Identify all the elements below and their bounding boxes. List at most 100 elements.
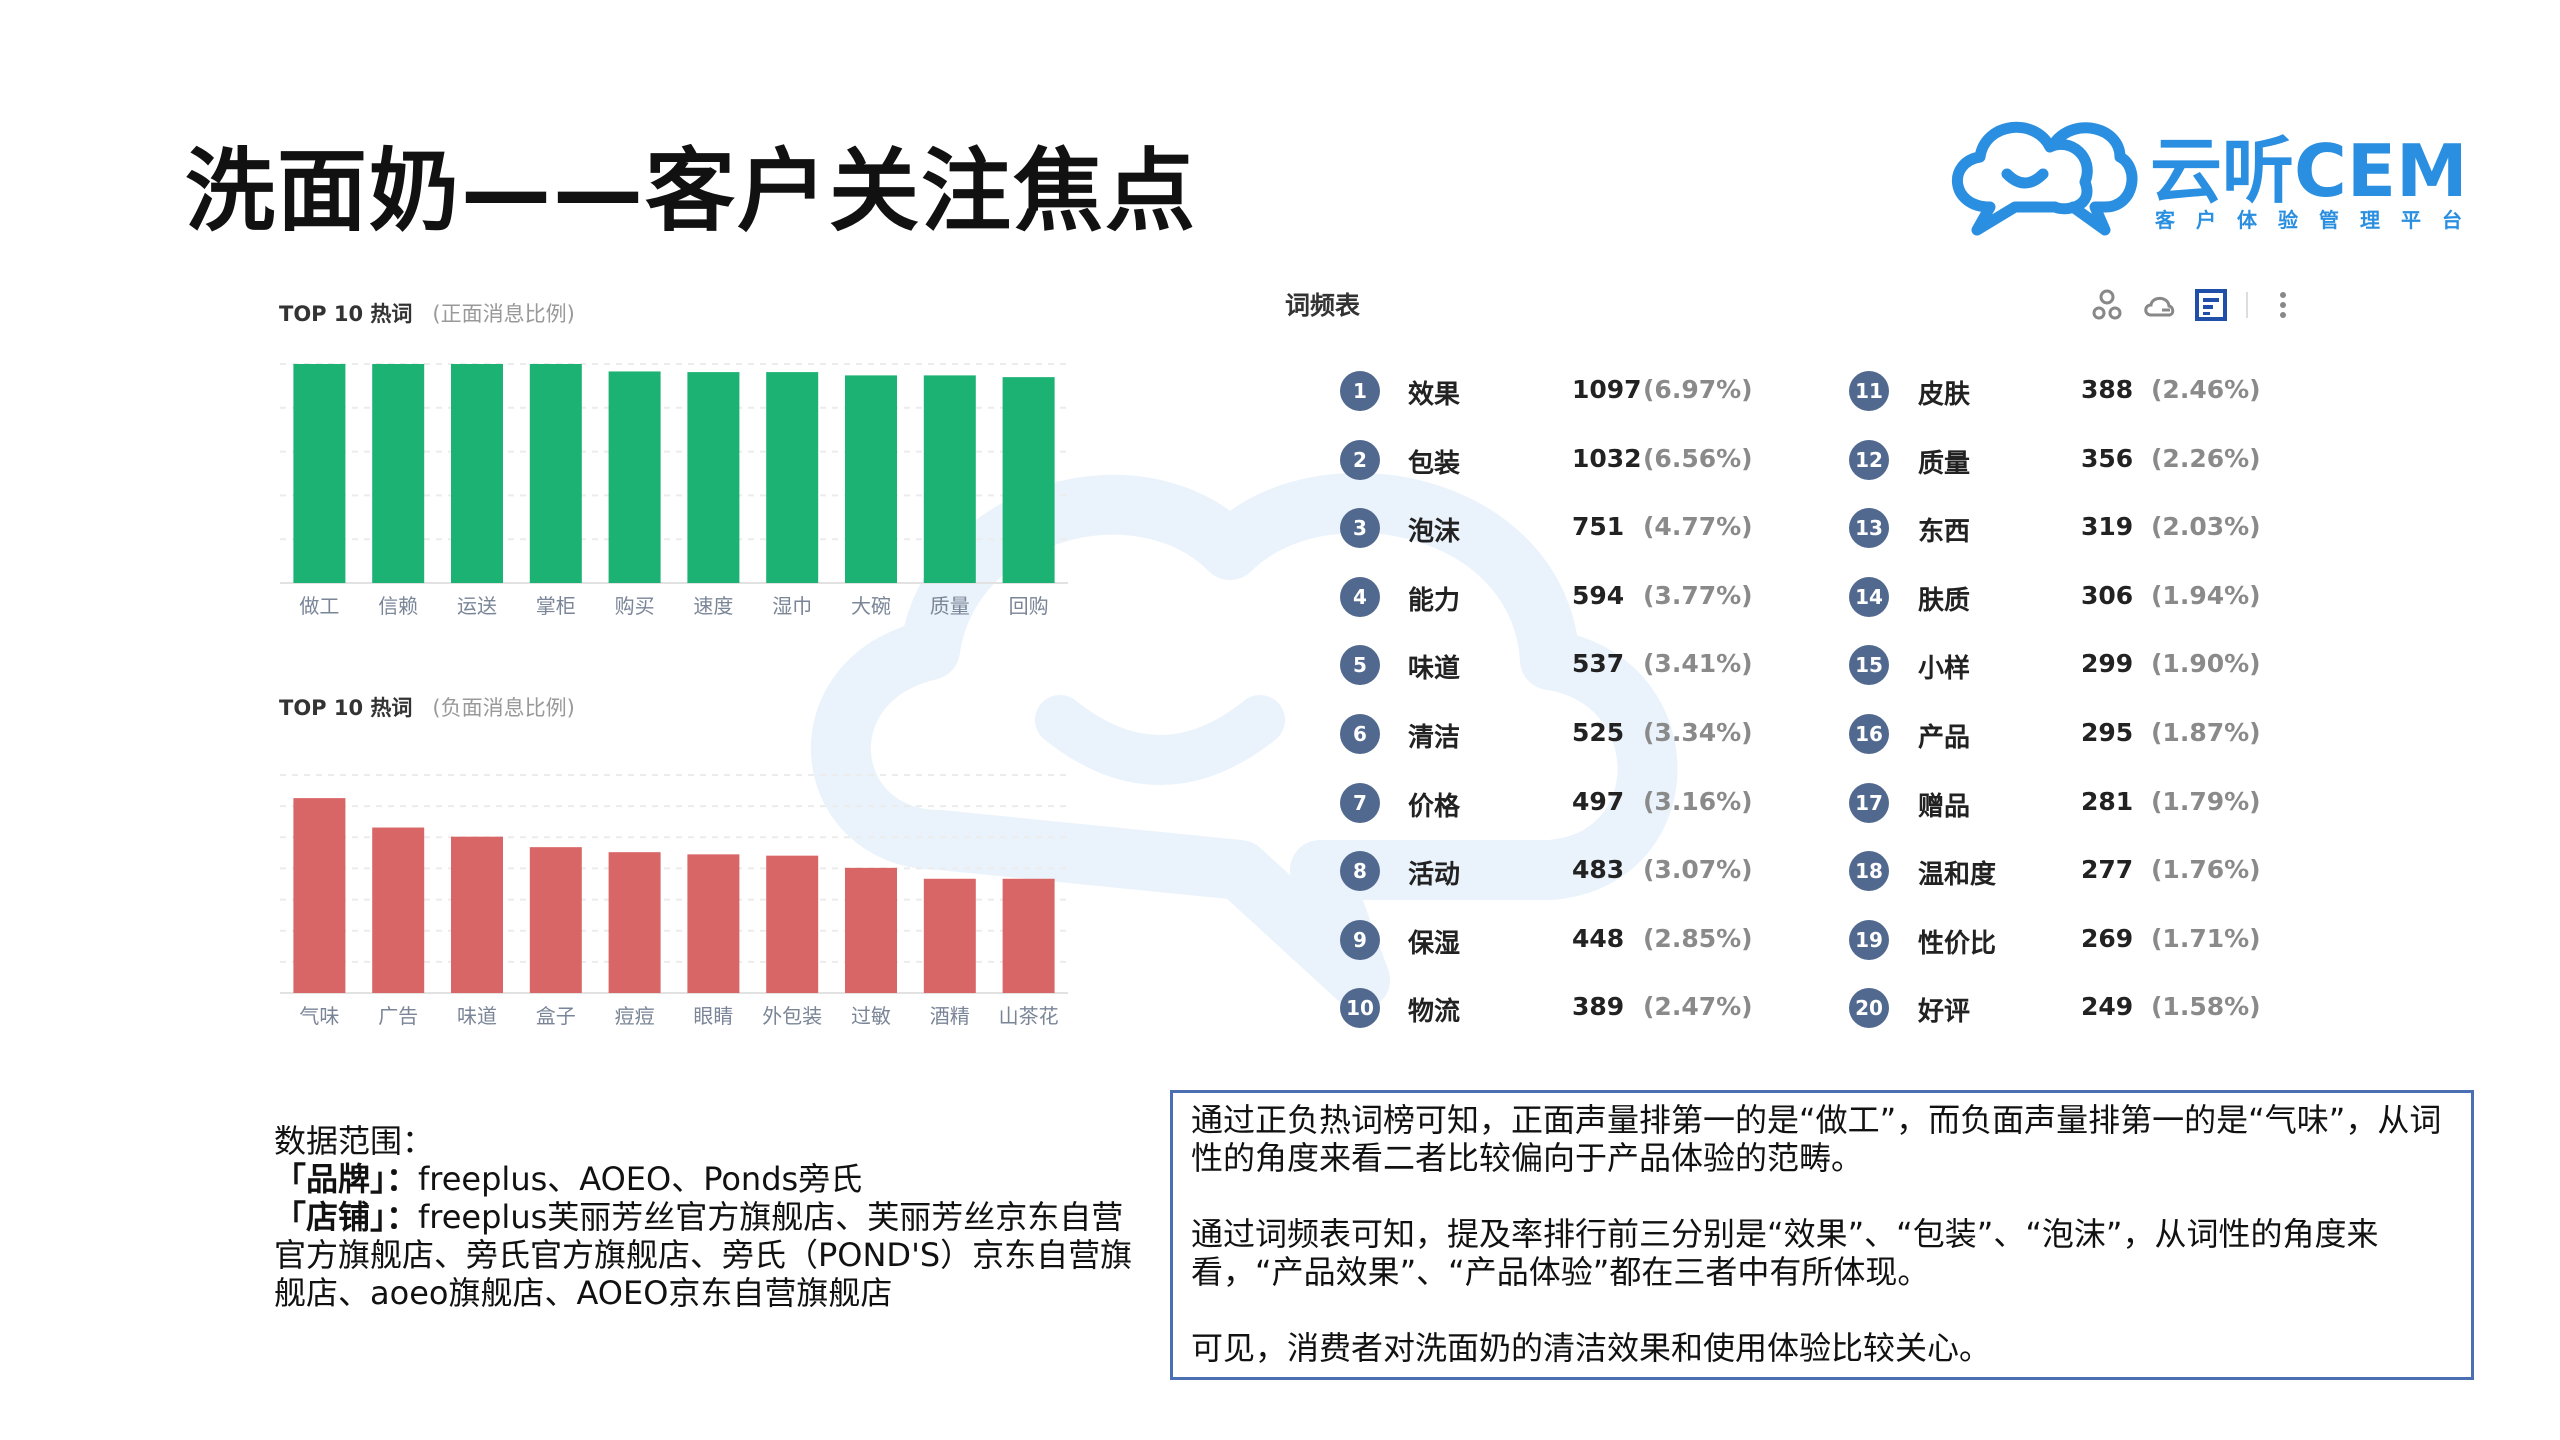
bar-运送[interactable] <box>451 364 503 583</box>
freq-pct: (6.56%) <box>1643 443 1753 473</box>
bar-广告[interactable] <box>372 827 425 993</box>
bar-信赖[interactable] <box>372 364 425 583</box>
rank-badge: 9 <box>1340 919 1380 960</box>
bar-大碗[interactable] <box>845 375 897 583</box>
freq-word: 能力 <box>1408 585 1461 616</box>
freq-count: 356 <box>2081 443 2134 473</box>
negative-chart-title: TOP 10 热词 (负面消息比例) <box>279 692 575 722</box>
x-tick-label: 购买 <box>615 594 655 618</box>
positive-chart-title: TOP 10 热词 (正面消息比例) <box>279 298 575 328</box>
bar-购买[interactable] <box>608 371 661 583</box>
data-scope: 数据范围： 「品牌」：freeplus、AOEO、Ponds旁氏 「店铺」：fr… <box>274 1122 1154 1312</box>
freq-word: 温和度 <box>1918 860 1997 891</box>
cloud-chat-logo-icon <box>1951 121 2138 236</box>
rank-badge: 20 <box>1849 988 1889 1029</box>
x-tick-label: 广告 <box>378 1004 418 1028</box>
bar-酒精[interactable] <box>923 878 976 993</box>
rank-badge: 7 <box>1340 782 1380 823</box>
x-tick-label: 盒子 <box>536 1004 576 1028</box>
freq-word: 效果 <box>1408 380 1461 410</box>
freq-word: 赠品 <box>1918 791 1971 822</box>
bar-盒子[interactable] <box>529 847 582 993</box>
brand-value: freeplus、AOEO、Ponds旁氏 <box>418 1160 863 1198</box>
rank-badge: 14 <box>1849 576 1889 617</box>
rank-badge: 12 <box>1849 439 1889 480</box>
bar-质量[interactable] <box>923 375 976 583</box>
rank-badge: 16 <box>1849 714 1889 754</box>
x-tick-label: 味道 <box>457 1004 497 1028</box>
bar-做工[interactable] <box>293 364 346 583</box>
x-tick-label: 眼睛 <box>693 1004 733 1028</box>
freq-count: 594 <box>1572 580 1625 610</box>
freq-word: 质量 <box>1918 448 1971 479</box>
freq-pct: (1.79%) <box>2151 786 2261 816</box>
bar-味道[interactable] <box>451 836 503 993</box>
freq-pct: (1.87%) <box>2151 718 2261 747</box>
bar-回购[interactable] <box>1002 377 1055 583</box>
bar-过敏[interactable] <box>845 867 897 993</box>
bar-山茶花[interactable] <box>1002 878 1055 993</box>
bar-掌柜[interactable] <box>529 364 582 583</box>
freq-pct: (3.16%) <box>1643 786 1753 816</box>
bar-眼睛[interactable] <box>687 854 740 993</box>
freq-word: 产品 <box>1918 723 1971 753</box>
freq-table-title: 词频表 <box>1285 291 1361 320</box>
summary-box: 通过正负热词榜可知，正面声量排第一的是“做工”，而负面声量排第一的是“气味”，从… <box>1170 1090 2474 1380</box>
freq-pct: (2.47%) <box>1643 992 1753 1022</box>
freq-count: 249 <box>2081 992 2134 1022</box>
rank-badge: 5 <box>1340 645 1380 686</box>
freq-word: 泡沫 <box>1408 517 1461 548</box>
toolbar-divider <box>2246 292 2248 318</box>
page-title: 洗面奶——客户关注焦点 <box>185 139 1197 244</box>
freq-count: 389 <box>1572 992 1625 1022</box>
cloud-icon[interactable] <box>2142 288 2176 322</box>
freq-count: 525 <box>1572 718 1625 747</box>
bar-气味[interactable] <box>293 798 346 993</box>
freq-pct: (1.71%) <box>2151 923 2261 953</box>
freq-pct: (1.94%) <box>2151 580 2261 610</box>
x-tick-label: 山茶花 <box>999 1004 1059 1028</box>
more-vertical-icon[interactable] <box>2266 288 2300 322</box>
bar-外包装[interactable] <box>766 855 819 993</box>
x-tick-label: 做工 <box>299 594 339 618</box>
freq-word: 肤质 <box>1918 585 1971 616</box>
rank-badge: 13 <box>1849 508 1889 549</box>
freq-pct: (4.77%) <box>1643 512 1753 542</box>
freq-pct: (1.58%) <box>2151 992 2261 1022</box>
freq-word: 味道 <box>1408 654 1461 685</box>
rank-badge: 19 <box>1849 919 1889 960</box>
store-label: 「店铺」： <box>274 1198 419 1236</box>
freq-word: 活动 <box>1408 860 1461 891</box>
cluster-icon[interactable] <box>2090 288 2124 322</box>
scope-heading: 数据范围： <box>274 1122 435 1160</box>
bar-痘痘[interactable] <box>608 852 661 993</box>
table-view-icon[interactable] <box>2194 288 2228 322</box>
yunting-cem-logo: 云听CEM 客户体验管理平台 <box>1945 112 2468 237</box>
freq-count: 295 <box>2081 718 2134 747</box>
summary-paragraph: 通过词频表可知，提及率排行前三分别是“效果”、“包装”、“泡沫”，从词性的角度来… <box>1191 1215 2379 1291</box>
freq-word: 价格 <box>1408 791 1461 822</box>
negative-hotwords-chart: 气味 广告 味道 盒子 痘痘 眼睛 外包装 过敏 酒精 山茶花 <box>280 774 1068 1028</box>
freq-count: 483 <box>1572 855 1625 885</box>
freq-word: 小样 <box>1918 654 1971 685</box>
freq-count: 751 <box>1572 512 1625 542</box>
rank-badge: 11 <box>1849 371 1889 411</box>
freq-count: 306 <box>2081 580 2134 610</box>
summary-paragraph: 通过正负热词榜可知，正面声量排第一的是“做工”，而负面声量排第一的是“气味”，从… <box>1191 1101 2442 1177</box>
freq-count: 277 <box>2081 855 2134 885</box>
summary-paragraph: 可见，消费者对洗面奶的清洁效果和使用体验比较关心。 <box>1191 1329 1992 1367</box>
freq-word: 性价比 <box>1918 928 1997 959</box>
bar-湿巾[interactable] <box>766 372 819 583</box>
x-tick-label: 酒精 <box>930 1004 970 1028</box>
freq-word: 好评 <box>1918 997 1971 1028</box>
freq-count: 537 <box>1572 649 1625 679</box>
x-tick-label: 外包装 <box>762 1004 822 1028</box>
bar-速度[interactable] <box>687 372 740 583</box>
rank-badge: 8 <box>1340 851 1380 892</box>
freq-count: 281 <box>2081 786 2134 816</box>
freq-pct: (3.34%) <box>1643 718 1753 747</box>
rank-badge: 18 <box>1849 851 1889 892</box>
rank-badge: 15 <box>1849 645 1889 686</box>
freq-count: 1032 <box>1572 443 1642 473</box>
freq-pct: (2.85%) <box>1643 923 1753 953</box>
